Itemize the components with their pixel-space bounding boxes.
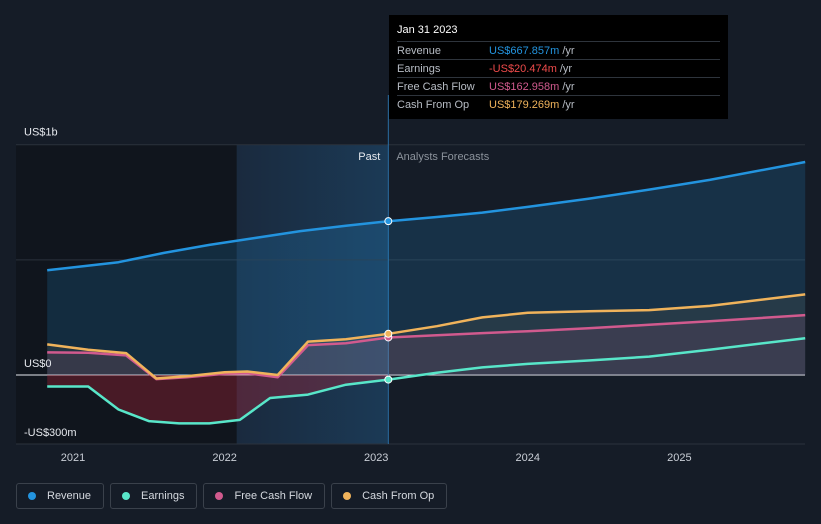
legend-item-revenue[interactable]: Revenue [16,483,105,509]
forecast-label: Analysts Forecasts [396,151,489,163]
legend-item-cash-from-op[interactable]: Cash From Op [331,483,448,509]
tooltip-row-earnings: Earnings -US$20.474m /yr [397,59,720,77]
tooltip-unit: /yr [562,98,575,111]
x-tick-label: 2024 [516,452,540,464]
legend-item-free-cash-flow[interactable]: Free Cash Flow [203,483,326,509]
tooltip-label: Earnings [397,62,441,75]
earnings-line [47,336,806,425]
tooltip: Jan 31 2023 Revenue US$667.857m /yr Earn… [389,15,728,119]
legend-dot-icon [215,492,224,500]
x-tick-label: 2021 [61,452,85,464]
legend-dot-icon [122,492,131,500]
tooltip-label: Free Cash Flow [397,80,475,93]
legend: Revenue Earnings Free Cash Flow Cash Fro… [16,483,448,509]
legend-label: Free Cash Flow [234,490,313,502]
legend-label: Earnings [141,490,185,502]
cash-from-op-marker [384,329,393,338]
y-axis-label: -US$300m [24,427,77,439]
revenue-area [47,162,806,375]
tooltip-unit: /yr [559,62,573,75]
y-axis-label: US$0 [24,358,52,370]
cash-from-op-line [47,293,806,380]
past-label: Past [358,151,380,163]
tooltip-row-revenue: Revenue US$667.857m /yr [397,41,720,59]
legend-dot-icon [28,492,36,500]
tooltip-date: Jan 31 2023 [397,24,458,36]
tooltip-value: US$179.269m [489,98,560,111]
x-tick-label: 2023 [364,452,388,464]
tooltip-value: US$162.958m [489,80,560,93]
legend-dot-icon [343,492,352,500]
tooltip-value: -US$20.474m [489,62,557,75]
tooltip-label: Cash From Op [397,98,470,111]
x-tick-label: 2025 [667,452,691,464]
past-region [16,145,237,444]
tooltip-unit: /yr [562,44,575,57]
revenue-line [47,160,806,272]
legend-label: Revenue [47,490,92,502]
tooltip-row-free-cash-flow: Free Cash Flow US$162.958m /yr [397,77,720,95]
tooltip-unit: /yr [562,80,575,93]
free-cash-flow-area [47,315,806,380]
earnings-loss-area [47,375,389,424]
tooltip-label: Revenue [397,44,442,57]
y-axis-label: US$1b [24,127,58,139]
revenue-marker [384,217,393,226]
tooltip-row-cash-from-op: Cash From Op US$179.269m /yr [397,95,720,113]
legend-item-earnings[interactable]: Earnings [110,483,198,509]
tooltip-value: US$667.857m [489,44,560,57]
legend-label: Cash From Op [362,490,435,502]
x-tick-label: 2022 [212,452,236,464]
earnings-marker [384,375,393,384]
